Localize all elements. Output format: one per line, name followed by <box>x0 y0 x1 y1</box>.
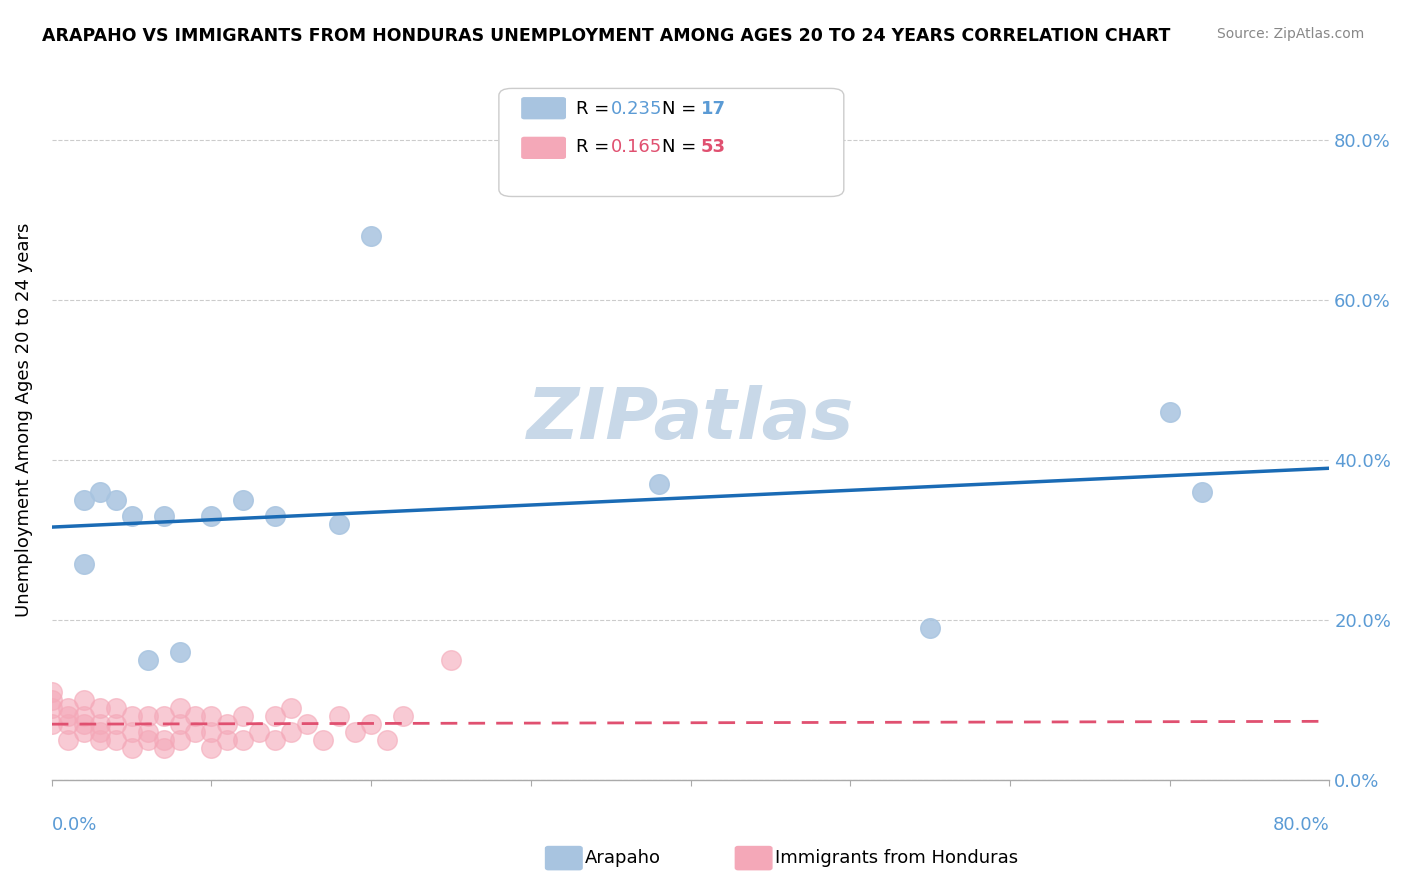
Point <box>41 717 63 731</box>
Point <box>184 725 207 739</box>
Text: Immigrants from Honduras: Immigrants from Honduras <box>775 849 1018 867</box>
Y-axis label: Unemployment Among Ages 20 to 24 years: Unemployment Among Ages 20 to 24 years <box>15 223 32 617</box>
Point <box>89 701 111 715</box>
Point <box>264 508 287 523</box>
Text: 17: 17 <box>700 100 725 118</box>
Point <box>73 492 96 507</box>
Point <box>280 725 302 739</box>
Point <box>1191 484 1213 499</box>
Point <box>217 733 239 747</box>
Point <box>152 508 174 523</box>
Point <box>169 717 191 731</box>
Point <box>152 709 174 723</box>
Text: N =: N = <box>662 138 703 156</box>
Point <box>264 709 287 723</box>
Point <box>56 701 79 715</box>
Text: N =: N = <box>662 100 703 118</box>
Text: Source: ZipAtlas.com: Source: ZipAtlas.com <box>1216 27 1364 41</box>
Text: 80.0%: 80.0% <box>1272 816 1329 834</box>
Point <box>121 709 143 723</box>
Text: R =: R = <box>575 100 614 118</box>
Point <box>104 733 127 747</box>
Point <box>264 733 287 747</box>
Text: 53: 53 <box>700 138 725 156</box>
Point <box>200 508 222 523</box>
Point <box>104 717 127 731</box>
Point <box>73 693 96 707</box>
Point <box>121 508 143 523</box>
Point <box>1159 405 1181 419</box>
FancyBboxPatch shape <box>522 137 565 158</box>
Point <box>200 709 222 723</box>
Point <box>56 709 79 723</box>
Point <box>232 733 254 747</box>
Point <box>89 725 111 739</box>
Text: ZIPatlas: ZIPatlas <box>527 385 855 454</box>
Point <box>169 733 191 747</box>
Point <box>41 693 63 707</box>
Point <box>328 709 350 723</box>
Point <box>56 733 79 747</box>
Point <box>41 701 63 715</box>
Point <box>152 741 174 756</box>
Point <box>152 733 174 747</box>
Text: 0.165: 0.165 <box>612 138 662 156</box>
Point <box>360 717 382 731</box>
Text: ARAPAHO VS IMMIGRANTS FROM HONDURAS UNEMPLOYMENT AMONG AGES 20 TO 24 YEARS CORRE: ARAPAHO VS IMMIGRANTS FROM HONDURAS UNEM… <box>42 27 1171 45</box>
Point <box>73 717 96 731</box>
Point <box>89 484 111 499</box>
Point <box>280 701 302 715</box>
Point <box>89 733 111 747</box>
Point <box>344 725 367 739</box>
Point <box>73 709 96 723</box>
Point <box>297 717 319 731</box>
Point <box>184 709 207 723</box>
Point <box>136 733 159 747</box>
Point <box>121 725 143 739</box>
Point <box>56 717 79 731</box>
Point <box>918 621 941 635</box>
Point <box>41 685 63 699</box>
Point <box>200 725 222 739</box>
Point <box>247 725 270 739</box>
Point <box>89 717 111 731</box>
Point <box>104 492 127 507</box>
Point <box>392 709 415 723</box>
Point <box>232 492 254 507</box>
Point <box>121 741 143 756</box>
Point <box>200 741 222 756</box>
Point <box>440 653 463 667</box>
FancyBboxPatch shape <box>499 88 844 196</box>
Point <box>647 476 669 491</box>
Point <box>312 733 335 747</box>
Point <box>217 717 239 731</box>
Text: Arapaho: Arapaho <box>585 849 661 867</box>
Point <box>73 557 96 571</box>
FancyBboxPatch shape <box>522 98 565 119</box>
Point <box>232 709 254 723</box>
Text: 0.235: 0.235 <box>612 100 662 118</box>
Text: 0.0%: 0.0% <box>52 816 97 834</box>
Point <box>136 653 159 667</box>
Point <box>328 516 350 531</box>
Point <box>73 725 96 739</box>
Point <box>104 701 127 715</box>
Point <box>375 733 398 747</box>
Point <box>136 725 159 739</box>
Point <box>169 701 191 715</box>
Point <box>136 709 159 723</box>
Text: R =: R = <box>575 138 614 156</box>
Point <box>169 645 191 659</box>
Point <box>360 228 382 243</box>
